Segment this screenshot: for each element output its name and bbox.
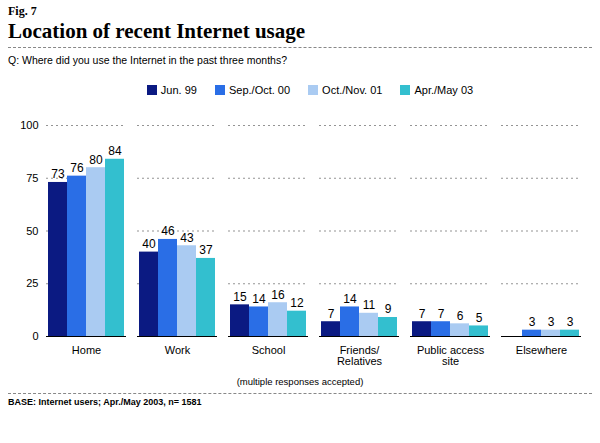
svg-text:25: 25 [26, 277, 38, 289]
svg-text:50: 50 [26, 225, 38, 237]
svg-text:6: 6 [457, 309, 464, 323]
html-text:Apr./May 03: Apr./May 03 [414, 84, 474, 96]
html-text:Q: Where did you use the Inter: Q: Where did you use the Internet in the… [8, 54, 287, 66]
svg-text:School: School [252, 344, 286, 356]
svg-text:7: 7 [328, 307, 335, 321]
svg-text:73: 73 [51, 167, 65, 181]
svg-text:Elsewhere: Elsewhere [516, 344, 567, 356]
svg-text:40: 40 [142, 237, 156, 251]
html-text:Location of recent Internet us: Location of recent Internet usage [8, 19, 306, 43]
svg-text:Friends/Relatives: Friends/Relatives [337, 344, 383, 367]
svg-text:Work: Work [165, 344, 191, 356]
svg-text:Public accesssite: Public accesssite [417, 344, 485, 367]
svg-text:46: 46 [161, 224, 175, 238]
svg-text:37: 37 [199, 243, 213, 257]
svg-text:15: 15 [233, 290, 247, 304]
html-text:Jun. 99: Jun. 99 [160, 84, 197, 96]
svg-text:16: 16 [271, 288, 285, 302]
svg-text:12: 12 [290, 296, 304, 310]
html-text:(multiple responses accepted): (multiple responses accepted) [236, 376, 364, 387]
svg-text:14: 14 [343, 292, 357, 306]
svg-text:80: 80 [89, 153, 103, 167]
html-text:Sep./Oct. 00: Sep./Oct. 00 [229, 84, 291, 96]
svg-text:14: 14 [252, 292, 266, 306]
html-text:BASE: Internet users; Apr./May: BASE: Internet users; Apr./May 2003, n= … [8, 397, 202, 407]
svg-text:84: 84 [108, 144, 122, 158]
svg-text:5: 5 [476, 311, 483, 325]
svg-text:3: 3 [548, 315, 555, 329]
svg-text:75: 75 [26, 172, 38, 184]
svg-text:0: 0 [32, 330, 38, 342]
svg-text:76: 76 [70, 161, 84, 175]
svg-text:100: 100 [20, 119, 38, 131]
svg-text:11: 11 [363, 298, 376, 312]
svg-text:3: 3 [529, 315, 536, 329]
svg-text:43: 43 [180, 231, 194, 245]
svg-text:9: 9 [385, 302, 392, 316]
svg-text:7: 7 [438, 307, 445, 321]
html-text:Fig. 7: Fig. 7 [8, 4, 37, 18]
html-text:Oct./Nov. 01: Oct./Nov. 01 [322, 84, 383, 96]
svg-text:Home: Home [72, 344, 101, 356]
svg-text:7: 7 [419, 307, 426, 321]
svg-text:3: 3 [567, 315, 574, 329]
